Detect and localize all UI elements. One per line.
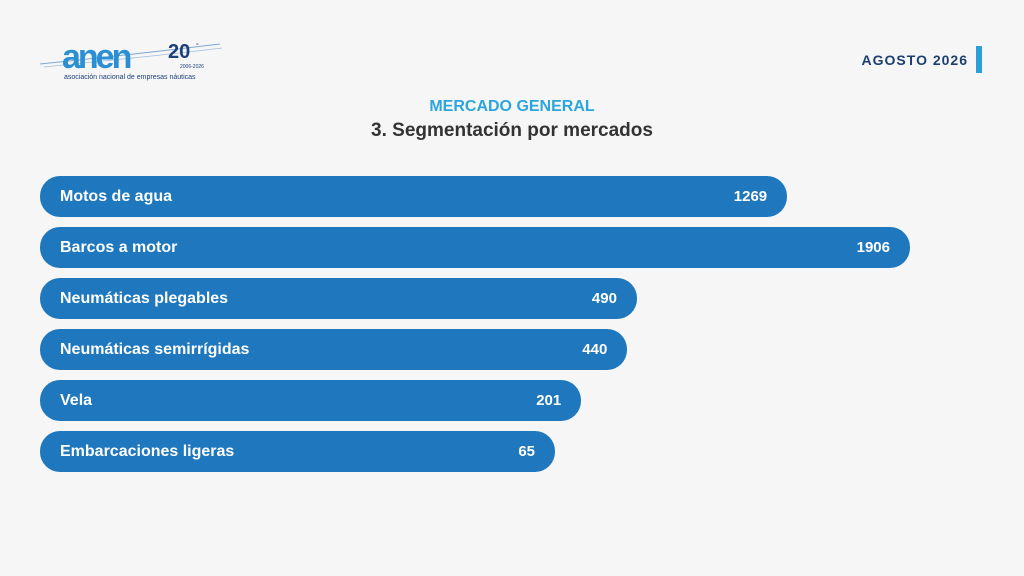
anen-logo-mark: anen 20 ° 2006-2026 — [40, 38, 223, 72]
logo-tagline: asociación nacional de empresas náuticas — [64, 74, 196, 81]
bar-value-label: 201 — [536, 392, 562, 409]
report-date: AGOSTO 2026 — [861, 52, 968, 68]
svg-text:20: 20 — [168, 41, 190, 63]
bar-5 — [40, 431, 555, 472]
bar-value-label: 1906 — [856, 239, 890, 256]
bar-value-label: 1269 — [733, 188, 768, 205]
svg-text:anen: anen — [62, 38, 131, 72]
chart-title: 3. Segmentación por mercados — [371, 120, 653, 141]
bar-value-label: 65 — [518, 443, 535, 460]
bar-value-label: 440 — [582, 341, 608, 358]
chart-subtitle: MERCADO GENERAL — [429, 98, 595, 115]
bar-2 — [40, 278, 637, 319]
bar-category-label: Vela — [60, 392, 93, 409]
date-accent-bar — [976, 46, 982, 73]
bar-category-label: Neumáticas plegables — [60, 290, 229, 307]
svg-text:°: ° — [196, 42, 199, 50]
bar-category-label: Barcos a motor — [60, 239, 178, 256]
bar-value-label: 490 — [591, 290, 617, 307]
bar-category-label: Embarcaciones ligeras — [60, 443, 235, 460]
bar-category-label: Neumáticas semirrígidas — [60, 341, 250, 358]
bar-1 — [40, 227, 910, 268]
bar-3 — [40, 329, 628, 370]
bar-category-label: Motos de agua — [60, 188, 173, 205]
bar-0 — [40, 176, 788, 217]
logo-years: 2006-2026 — [180, 64, 204, 70]
bar-4 — [40, 380, 582, 421]
anen-logo: anen 20 ° 2006-2026 asociación nacional … — [40, 38, 230, 86]
